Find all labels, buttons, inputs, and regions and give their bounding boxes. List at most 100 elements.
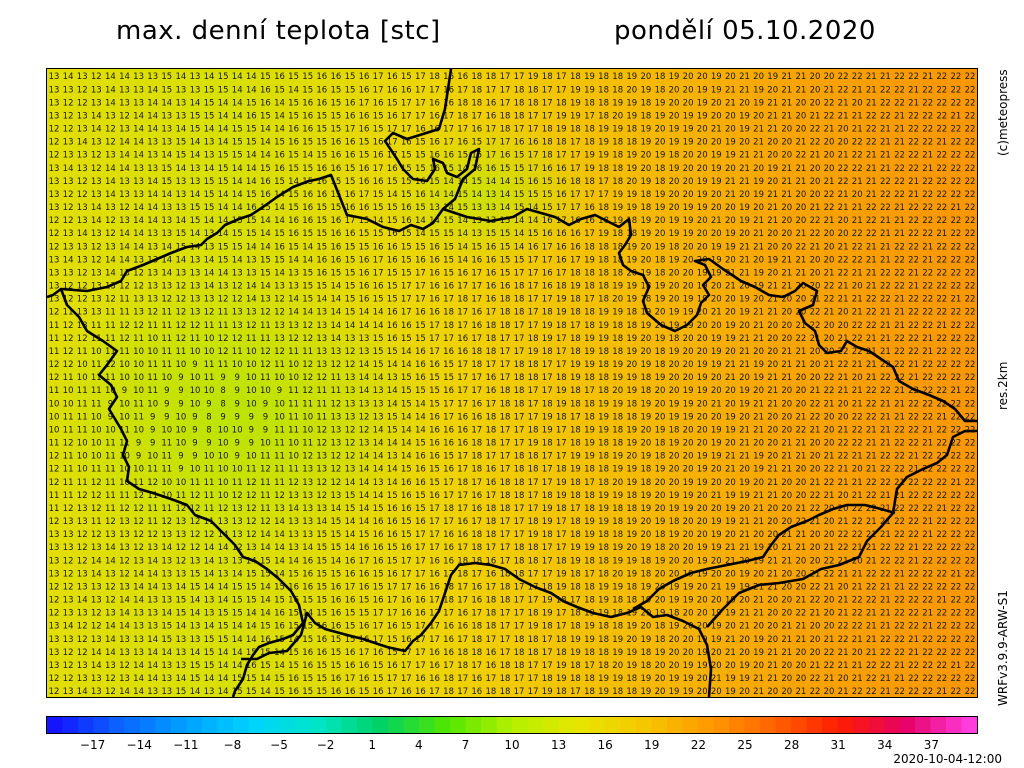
grid-value: 21 xyxy=(838,98,849,108)
grid-value: 22 xyxy=(950,583,961,593)
grid-value: 22 xyxy=(852,596,863,606)
grid-value: 19 xyxy=(655,242,666,252)
grid-value: 19 xyxy=(640,687,651,697)
grid-value: 13 xyxy=(302,491,313,501)
grid-value: 16 xyxy=(288,687,299,697)
grid-value: 16 xyxy=(260,85,271,95)
grid-value: 20 xyxy=(640,242,651,252)
grid-value: 10 xyxy=(218,491,229,501)
country-border-inner xyxy=(632,503,896,611)
grid-value: 16 xyxy=(359,282,370,292)
grid-value: 20 xyxy=(612,295,623,305)
grid-value: 14 xyxy=(133,125,144,135)
color-scale-canvas xyxy=(47,717,977,733)
grid-value: 13 xyxy=(77,242,88,252)
grid-value: 21 xyxy=(795,255,806,265)
grid-value: 16 xyxy=(443,98,454,108)
grid-value: 9 xyxy=(164,386,169,396)
grid-value: 20 xyxy=(725,255,736,265)
grid-value: 16 xyxy=(457,530,468,540)
color-scale-cell xyxy=(326,717,343,733)
grid-value: 22 xyxy=(950,229,961,239)
grid-value: 22 xyxy=(810,308,821,318)
color-scale-cell xyxy=(155,717,172,733)
color-scale-cell xyxy=(403,717,420,733)
grid-value: 13 xyxy=(49,203,60,213)
grid-value: 17 xyxy=(556,622,567,632)
grid-value: 21 xyxy=(950,386,961,396)
grid-value: 22 xyxy=(936,530,947,540)
grid-value: 22 xyxy=(824,282,835,292)
grid-value: 20 xyxy=(739,229,750,239)
grid-value: 19 xyxy=(584,347,595,357)
grid-value: 16 xyxy=(429,295,440,305)
grid-value: 22 xyxy=(852,347,863,357)
grid-value: 18 xyxy=(570,569,581,579)
grid-value: 19 xyxy=(683,491,694,501)
grid-value: 15 xyxy=(218,635,229,645)
grid-value: 19 xyxy=(739,674,750,684)
grid-value: 14 xyxy=(105,98,116,108)
grid-value: 14 xyxy=(260,674,271,684)
grid-value: 20 xyxy=(697,491,708,501)
grid-value: 21 xyxy=(950,203,961,213)
grid-value: 10 xyxy=(302,412,313,422)
grid-value: 17 xyxy=(457,635,468,645)
grid-value: 22 xyxy=(908,295,919,305)
grid-value: 14 xyxy=(373,216,384,226)
grid-value: 18 xyxy=(598,72,609,82)
grid-value: 13 xyxy=(49,190,60,200)
grid-value: 20 xyxy=(655,687,666,697)
grid-value: 18 xyxy=(570,478,581,488)
grid-value: 20 xyxy=(683,517,694,527)
grid-value: 9 xyxy=(206,439,211,449)
grid-value: 11 xyxy=(161,334,172,344)
grid-value: 12 xyxy=(77,334,88,344)
grid-value: 19 xyxy=(626,556,637,566)
grid-value: 22 xyxy=(866,504,877,514)
grid-value: 21 xyxy=(852,295,863,305)
grid-value: 16 xyxy=(429,452,440,462)
grid-value: 13 xyxy=(204,138,215,148)
grid-value: 17 xyxy=(415,635,426,645)
grid-value: 22 xyxy=(965,242,976,252)
grid-value: 20 xyxy=(725,112,736,122)
grid-value: 19 xyxy=(640,321,651,331)
grid-value: 17 xyxy=(471,386,482,396)
grid-value: 15 xyxy=(373,583,384,593)
grid-value: 22 xyxy=(866,687,877,697)
grid-value: 19 xyxy=(725,517,736,527)
grid-value: 19 xyxy=(542,504,553,514)
color-scale-cell xyxy=(915,717,932,733)
grid-value: 13 xyxy=(49,164,60,174)
grid-value: 19 xyxy=(669,72,680,82)
grid-value: 15 xyxy=(316,151,327,161)
grid-value: 20 xyxy=(669,203,680,213)
grid-value: 19 xyxy=(584,72,595,82)
grid-value: 22 xyxy=(950,687,961,697)
grid-value: 14 xyxy=(302,151,313,161)
grid-value: 17 xyxy=(528,569,539,579)
grid-value: 12 xyxy=(91,151,102,161)
grid-value: 20 xyxy=(669,569,680,579)
grid-value: 18 xyxy=(514,661,525,671)
temperature-map: 13 14 13 12 14 14 13 13 15 14 13 14 15 14 14 15 16 15 15 16… xyxy=(46,68,978,698)
grid-value: 10 xyxy=(175,439,186,449)
grid-value: 16 xyxy=(274,164,285,174)
grid-value: 14 xyxy=(373,439,384,449)
grid-value: 18 xyxy=(570,439,581,449)
grid-value: 15 xyxy=(246,98,257,108)
grid-value: 18 xyxy=(514,295,525,305)
grid-value: 20 xyxy=(781,334,792,344)
grid-value: 12 xyxy=(133,530,144,540)
grid-value: 19 xyxy=(669,308,680,318)
grid-value: 21 xyxy=(810,609,821,619)
grid-value: 14 xyxy=(190,609,201,619)
grid-value: 15 xyxy=(302,687,313,697)
grid-value: 20 xyxy=(824,504,835,514)
grid-value: 20 xyxy=(810,269,821,279)
grid-value: 14 xyxy=(302,242,313,252)
grid-value: 9 xyxy=(178,452,183,462)
grid-value: 21 xyxy=(852,635,863,645)
grid-value: 16 xyxy=(443,282,454,292)
